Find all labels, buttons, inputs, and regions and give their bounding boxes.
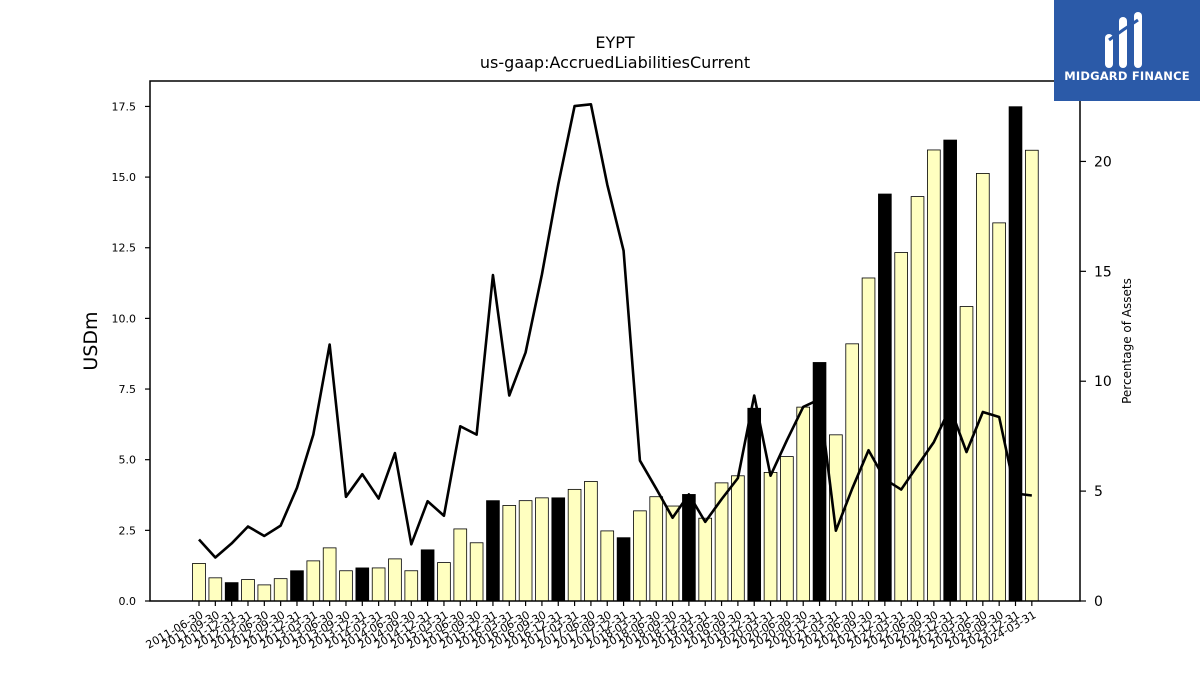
percentage-of-assets-line: [198, 103, 1032, 559]
bar-2016-03-31: [502, 505, 517, 602]
bar-2023-03-31: [959, 306, 974, 602]
y-tick-label: 0.0: [119, 595, 137, 608]
x-axis-ticks: 2011-06-302011-09-302011-12-312012-03-31…: [144, 601, 1038, 652]
y2-tick-label: 15: [1094, 264, 1112, 280]
bar-2012-03-31: [241, 579, 255, 602]
midgard-finance-logo: MIDGARD FINANCE: [1054, 0, 1200, 101]
bar-2013-12-31: [355, 567, 370, 602]
y-tick-label: 5.0: [119, 454, 137, 467]
bar-2018-12-31: [682, 494, 696, 602]
bar-2022-12-31: [943, 139, 957, 602]
chart-subtitle: us-gaap:AccruedLiabilitiesCurrent: [480, 53, 750, 72]
bar-2011-06-30: [192, 563, 206, 602]
y2-tick-label: 5: [1094, 484, 1103, 500]
bar-2020-06-30: [780, 456, 794, 602]
bar-2015-03-31: [437, 562, 451, 602]
bar-2013-03-31: [306, 560, 321, 602]
bar-2020-03-31: [763, 472, 778, 602]
bar-2019-09-30: [731, 475, 745, 602]
line-series-group: [198, 103, 1032, 559]
bar-2015-09-30: [469, 542, 484, 602]
bar-2023-12-31: [1008, 106, 1023, 602]
midgard-logo-icon: [1105, 12, 1142, 68]
bar-2019-03-31: [698, 517, 713, 602]
bar-2012-12-31: [290, 570, 304, 602]
bar-2018-09-30: [665, 505, 680, 602]
y-axis-ticks: 0.0 2.5 5.0 7.5 10.0 12.5 15.0 17.5: [112, 100, 150, 608]
y2-axis-ticks: 0 5 10 15 20: [1080, 154, 1112, 610]
y-tick-label: 10.0: [112, 312, 137, 325]
bar-2016-09-30: [535, 497, 549, 602]
bar-2014-09-30: [404, 570, 419, 602]
bar-2022-06-30: [910, 196, 925, 602]
bar-2014-12-31: [420, 549, 435, 602]
bar-2013-06-30: [322, 547, 337, 602]
bar-2018-06-30: [649, 496, 664, 602]
bar-2019-12-31: [747, 407, 762, 602]
bar-2016-12-31: [551, 497, 566, 602]
y-axis-label: USDm: [80, 311, 102, 370]
bar-2020-09-30: [796, 406, 811, 602]
bar-2024-03-31: [1025, 149, 1039, 602]
y2-axis-label: Percentage of Assets: [1120, 278, 1134, 404]
chart-title: EYPT: [595, 33, 635, 52]
bar-2014-03-31: [371, 567, 386, 602]
bar-2017-12-31: [616, 537, 631, 602]
y-tick-label: 17.5: [112, 100, 137, 113]
bar-2015-06-30: [453, 528, 468, 602]
bar-2023-06-30: [976, 173, 990, 602]
bar-2011-12-31: [224, 582, 239, 602]
plot-frame: [149, 80, 1081, 602]
y2-tick-label: 0: [1094, 594, 1103, 610]
y2-tick-label: 10: [1094, 374, 1112, 390]
bar-2017-09-30: [600, 530, 615, 602]
bar-2016-06-30: [518, 500, 533, 602]
y-tick-label: 2.5: [119, 524, 137, 537]
bar-2021-12-31: [878, 193, 892, 602]
bar-2017-03-31: [567, 488, 582, 602]
bar-2012-06-30: [257, 584, 272, 602]
y-tick-label: 15.0: [112, 171, 137, 184]
bar-2022-09-30: [927, 149, 941, 602]
bar-2021-09-30: [861, 277, 876, 602]
bar-2017-06-30: [584, 481, 598, 602]
y-tick-label: 7.5: [119, 383, 137, 396]
bar-2012-09-30: [273, 578, 288, 602]
bar-2018-03-31: [633, 510, 647, 602]
bar-series: [192, 106, 1039, 602]
y-tick-label: 12.5: [112, 242, 137, 255]
bar-2023-09-30: [992, 222, 1006, 602]
bar-2022-03-31: [894, 252, 908, 602]
bar-2014-06-30: [388, 558, 402, 602]
y2-tick-label: 20: [1094, 154, 1112, 170]
logo-text: MIDGARD FINANCE: [1064, 69, 1190, 83]
bar-2021-06-30: [845, 343, 859, 602]
bar-2015-12-31: [486, 500, 500, 602]
bar-2013-09-30: [339, 570, 353, 602]
bar-2011-09-30: [208, 577, 223, 602]
